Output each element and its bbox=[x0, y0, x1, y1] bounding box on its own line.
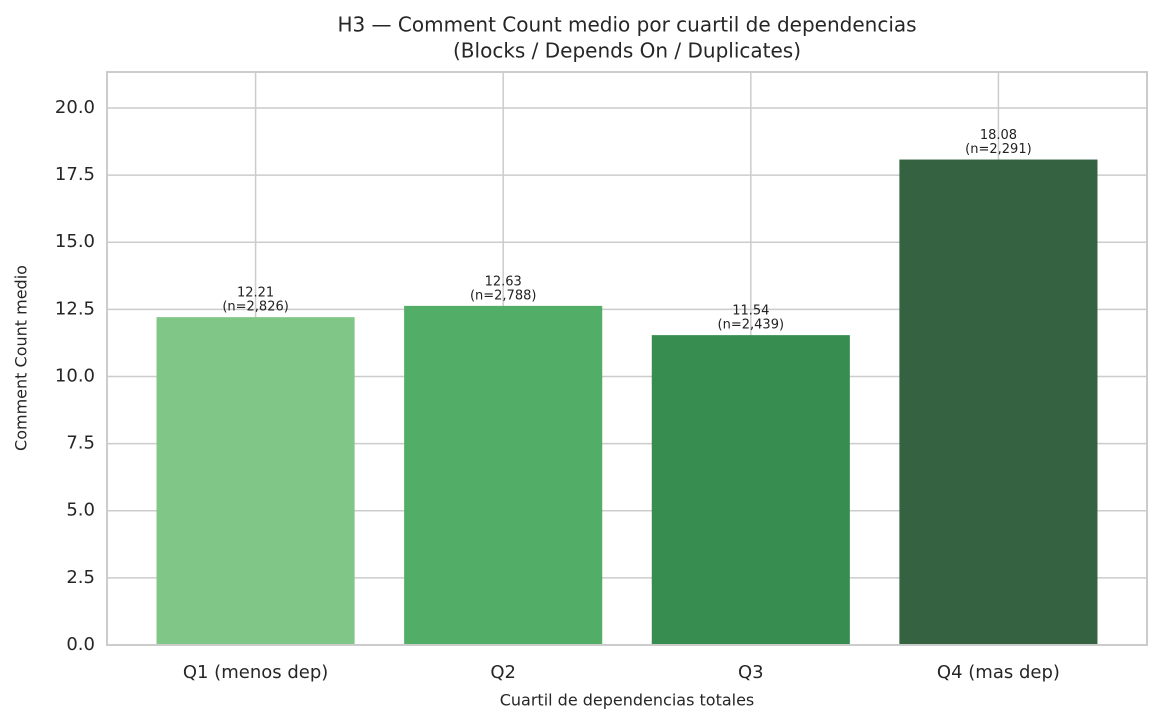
bar bbox=[899, 159, 1098, 645]
x-tick-label: Q1 (menos dep) bbox=[183, 662, 328, 683]
data-label: 12.63 bbox=[485, 274, 522, 289]
chart-title: H3 — Comment Count medio por cuartil de … bbox=[337, 13, 916, 37]
data-label: 12.21 bbox=[237, 286, 274, 301]
bar bbox=[651, 335, 850, 645]
y-tick-label: 15.0 bbox=[55, 231, 95, 252]
y-axis-label: Comment Count medio bbox=[12, 265, 31, 451]
data-label: 18.08 bbox=[980, 128, 1017, 143]
y-tick-label: 17.5 bbox=[55, 164, 95, 185]
x-tick-label: Q2 bbox=[490, 662, 516, 683]
count-label: (n=2,788) bbox=[470, 288, 537, 303]
count-label: (n=2,439) bbox=[718, 318, 785, 333]
bar bbox=[404, 305, 603, 645]
y-tick-label: 5.0 bbox=[66, 500, 95, 521]
count-label: (n=2,826) bbox=[222, 300, 289, 315]
bar bbox=[156, 317, 355, 645]
x-tick-label: Q4 (mas dep) bbox=[937, 662, 1060, 683]
count-label: (n=2,291) bbox=[965, 142, 1032, 157]
y-tick-label: 7.5 bbox=[66, 433, 95, 454]
y-tick-label: 0.0 bbox=[66, 634, 95, 655]
x-tick-label: Q3 bbox=[738, 662, 764, 683]
y-tick-label: 10.0 bbox=[55, 365, 95, 386]
x-axis-label: Cuartil de dependencias totales bbox=[500, 691, 755, 710]
chart-subtitle: (Blocks / Depends On / Duplicates) bbox=[453, 39, 801, 63]
plot-frame bbox=[106, 71, 1148, 646]
data-label: 11.54 bbox=[732, 304, 769, 319]
y-tick-label: 2.5 bbox=[66, 567, 95, 588]
y-tick-label: 12.5 bbox=[55, 298, 95, 319]
y-tick-label: 20.0 bbox=[55, 97, 95, 118]
